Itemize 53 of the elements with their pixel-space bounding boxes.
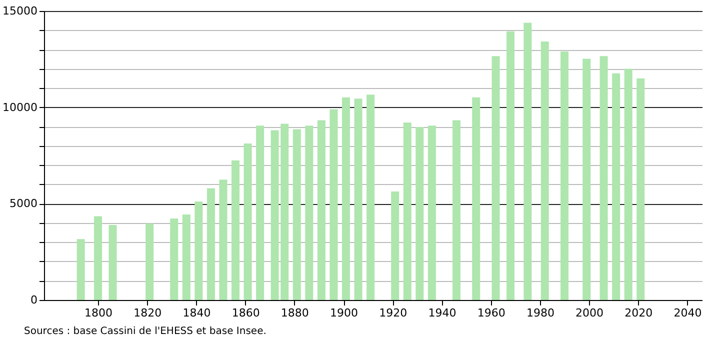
bar <box>612 73 620 300</box>
bar <box>342 97 350 300</box>
bar <box>146 224 154 300</box>
x-tick-label: 1960 <box>477 306 506 320</box>
bar <box>330 109 338 300</box>
y-tick-label: 15000 <box>2 4 38 18</box>
y-tick-label: 5000 <box>10 197 38 210</box>
bar <box>170 218 178 300</box>
bar <box>244 144 252 300</box>
x-tick-label: 1980 <box>526 306 554 320</box>
x-tick-label: 1900 <box>330 306 358 320</box>
bar <box>94 216 102 300</box>
bar <box>624 68 632 300</box>
bar <box>403 122 412 300</box>
bar <box>206 188 215 300</box>
source-note: Sources : base Cassini de l'EHESS et base Insee. <box>24 326 266 337</box>
bar <box>391 192 400 300</box>
x-tick-label: 1820 <box>134 306 162 320</box>
x-tick-label: 2020 <box>624 306 653 320</box>
bar <box>452 120 460 300</box>
bar <box>560 51 569 300</box>
bar <box>219 180 228 300</box>
bar <box>256 126 264 300</box>
x-tick-label: 1920 <box>379 306 408 320</box>
bar <box>492 56 500 300</box>
x-tick-label: 2040 <box>674 306 702 320</box>
x-tick-label: 2000 <box>576 306 604 320</box>
bar <box>600 56 608 300</box>
bar <box>636 78 645 300</box>
bar <box>232 160 240 300</box>
bar <box>524 22 532 300</box>
bar <box>194 202 203 300</box>
x-tick-label: 1880 <box>280 306 309 320</box>
y-tick-label: 0 <box>30 294 38 306</box>
x-tick-label: 1800 <box>84 306 113 320</box>
bar <box>472 97 480 300</box>
x-tick-label: 1860 <box>232 306 260 320</box>
bar <box>582 58 591 300</box>
bar <box>76 239 85 300</box>
bar <box>292 129 301 300</box>
y-tick-label: 10000 <box>2 100 38 114</box>
bar <box>354 98 362 300</box>
bar <box>317 120 326 300</box>
bar <box>506 31 514 300</box>
bar <box>540 41 549 300</box>
x-tick-label: 1840 <box>182 306 211 320</box>
bar <box>428 126 436 300</box>
bar <box>305 126 314 300</box>
bar <box>366 94 375 300</box>
bar <box>182 214 190 300</box>
x-tick-label: 1940 <box>428 306 456 320</box>
bar <box>108 225 117 300</box>
bar <box>416 126 424 300</box>
